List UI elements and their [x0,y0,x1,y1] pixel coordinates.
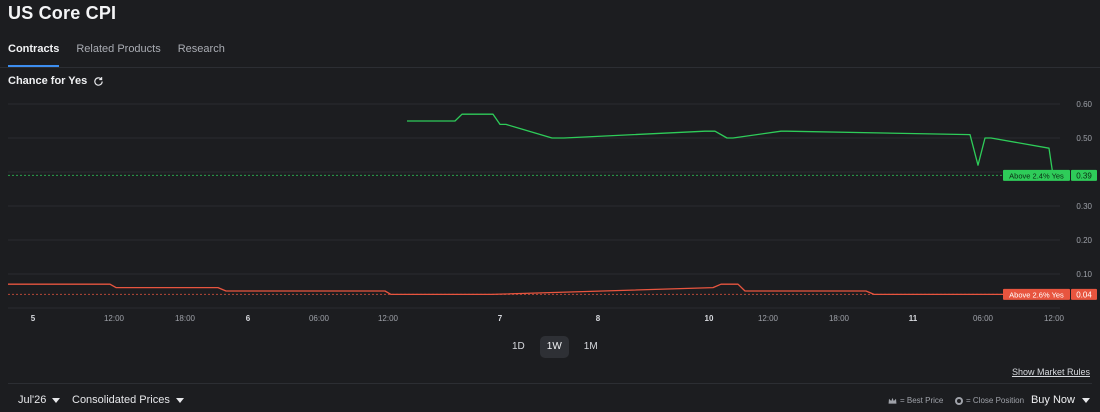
refresh-icon[interactable] [93,76,104,87]
x-tick-label: 8 [596,314,601,323]
close-position-legend: = Close Position [955,396,1024,405]
series-value-label: 0.04 [1076,290,1092,299]
series-value-tag [1071,169,1097,181]
tab-contracts[interactable]: Contracts [8,43,60,67]
range-1d-button[interactable]: 1D [512,341,525,352]
x-tick-label: 7 [498,314,503,323]
range-1w-button[interactable]: 1W [539,336,569,358]
tab-related-products[interactable]: Related Products [76,43,161,55]
x-tick-label: 06:00 [309,314,330,323]
prices-dropdown[interactable]: Consolidated Prices [72,394,184,406]
chevron-down-icon [175,397,184,403]
price-chart: 0.60 0.50 0.30 0.20 0.10 5 12:00 18:00 6 06:00 12… [8,100,1097,323]
series-value-tag [1071,288,1097,300]
chevron-down-icon [52,397,61,403]
x-tick-label: 6 [246,314,251,323]
x-tick-label: 10 [705,314,714,323]
chart-header: Chance for Yes [8,75,104,87]
y-axis: 0.60 0.50 0.30 0.20 0.10 [1076,100,1092,279]
x-tick-label: 5 [31,314,36,323]
series-value-label: 0.39 [1076,171,1092,180]
chart-series: Above 2.4% Yes 0.39 Above 2.6% Yes 0.04 [8,113,1097,300]
series-name-tag [1003,288,1070,300]
y-tick-label: 0.50 [1076,134,1092,143]
series-line-1 [8,283,1060,296]
buy-now-label: Buy Now [1030,394,1075,406]
range-selector: 1D 1W 1M [505,336,605,358]
x-tick-label: 12:00 [104,314,125,323]
series-name-tag [1003,169,1070,181]
best-price-legend: = Best Price [888,396,943,405]
close-position-label: = Close Position [966,396,1025,405]
y-tick-label: 0.30 [1076,202,1092,211]
x-axis: 5 12:00 18:00 6 06:00 12:00 7 8 10 12:00 18:00 11 06… [31,314,1065,323]
chart-grid [8,103,1060,309]
y-tick-label: 0.10 [1076,270,1092,279]
crown-icon [888,397,897,404]
series-name-label: Above 2.4% Yes [1009,171,1064,180]
range-1m-button[interactable]: 1M [583,341,598,352]
chart-title: Chance for Yes [8,75,88,87]
show-market-rules-link[interactable]: Show Market Rules [1011,367,1090,377]
best-price-label: = Best Price [900,396,944,405]
x-tick-label: 12:00 [378,314,399,323]
tabs-divider [0,67,1100,68]
footer-divider [8,383,1092,384]
chevron-down-icon [1082,397,1090,403]
x-tick-label: 18:00 [175,314,196,323]
buy-now-button[interactable]: Buy Now [1031,394,1090,406]
series-line-0 [407,113,1054,176]
x-tick-label: 11 [909,314,918,323]
contract-month-label: Jul'26 [18,394,47,406]
tab-research[interactable]: Research [177,43,225,55]
y-tick-label: 0.20 [1076,236,1092,245]
close-position-icon [955,396,963,405]
prices-label: Consolidated Prices [72,394,170,406]
x-tick-label: 12:00 [1044,314,1065,323]
x-tick-label: 18:00 [829,314,850,323]
y-tick-label: 0.60 [1076,100,1092,109]
page-title: US Core CPI [8,3,117,23]
x-tick-label: 06:00 [973,314,994,323]
tab-bar: Contracts Related Products Research [8,43,242,67]
contract-month-dropdown[interactable]: Jul'26 [18,394,61,406]
series-name-label: Above 2.6% Yes [1009,290,1064,299]
x-tick-label: 12:00 [758,314,779,323]
